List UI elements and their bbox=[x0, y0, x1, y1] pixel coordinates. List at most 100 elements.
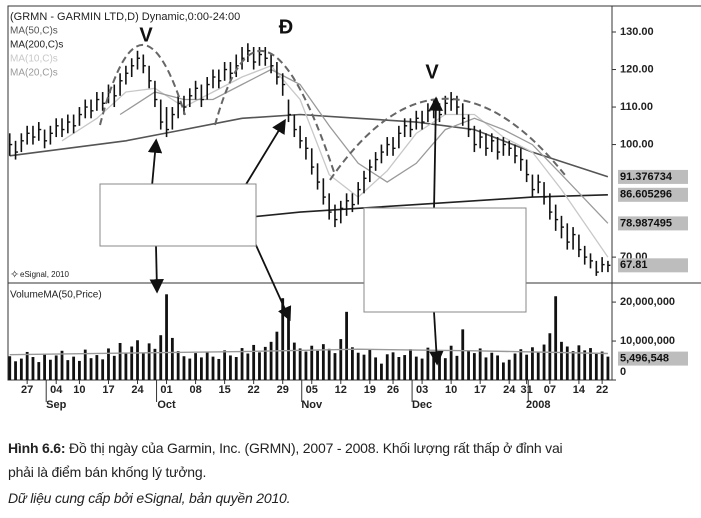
volume-bar bbox=[542, 344, 546, 380]
volume-bar bbox=[246, 353, 250, 380]
value-flag: 5,496,548 bbox=[620, 352, 669, 364]
volume-bar bbox=[525, 354, 529, 380]
volume-bar bbox=[327, 348, 331, 380]
volume-bar bbox=[321, 344, 325, 380]
dashed-arc bbox=[329, 97, 566, 181]
volume-bar bbox=[565, 346, 569, 380]
volume-bar bbox=[536, 351, 540, 380]
volume-bar bbox=[449, 345, 453, 380]
x-tick-label: 17 bbox=[102, 384, 114, 396]
volume-bar bbox=[83, 349, 87, 380]
volume-bar bbox=[147, 343, 151, 380]
moving-average bbox=[9, 113, 609, 178]
volume-bar bbox=[409, 349, 412, 380]
x-tick-label: 10 bbox=[73, 384, 85, 396]
volume-bar bbox=[513, 353, 517, 380]
y-tick-label: 0 bbox=[620, 366, 626, 378]
volume-bar bbox=[391, 352, 395, 380]
volume-bar bbox=[478, 348, 482, 380]
x-tick-label: 17 bbox=[474, 384, 486, 396]
volume-bar bbox=[182, 356, 186, 380]
volume-bar bbox=[25, 351, 29, 380]
volume-bar bbox=[107, 348, 110, 380]
volume-bar bbox=[275, 331, 279, 380]
volume-bar bbox=[118, 342, 122, 380]
x-tick-label: 12 bbox=[335, 384, 347, 396]
value-flag-box bbox=[618, 216, 688, 231]
y-tick-label: 20,000,000 bbox=[620, 296, 675, 308]
volume-bar bbox=[211, 356, 215, 380]
volume-bar bbox=[501, 362, 505, 380]
volume-bar bbox=[310, 345, 314, 380]
volume-bar bbox=[165, 294, 168, 380]
volume-bar bbox=[368, 350, 372, 380]
arrow bbox=[244, 118, 286, 187]
arrow bbox=[429, 311, 444, 366]
volume-bar bbox=[594, 353, 598, 380]
volume-bar bbox=[577, 345, 581, 380]
volume-bar bbox=[141, 353, 145, 380]
y-tick-label: 120.00 bbox=[620, 63, 654, 75]
volume-bar bbox=[159, 335, 163, 380]
chart: 130.00120.00110.00100.0070.0091.37673486… bbox=[7, 5, 701, 411]
y-tick-label: 130.00 bbox=[620, 26, 654, 38]
volume-bar bbox=[490, 352, 494, 380]
volume-bar bbox=[600, 351, 604, 380]
volume-bar bbox=[31, 357, 35, 380]
y-tick-label: 110.00 bbox=[620, 101, 653, 113]
x-tick-label: 05 bbox=[306, 384, 318, 396]
volume-bar bbox=[560, 341, 563, 380]
volume-bar bbox=[589, 348, 592, 380]
volume-bar bbox=[571, 351, 575, 380]
volume-bar bbox=[112, 355, 116, 380]
volume-bar bbox=[176, 351, 180, 380]
value-flag: 67.81 bbox=[620, 259, 648, 271]
value-flag: 86.605296 bbox=[620, 189, 672, 201]
caption-text: Đồ thị ngày của Garmin, Inc. (GRMN), 200… bbox=[69, 440, 563, 456]
month-label: Sep bbox=[46, 399, 66, 411]
volume-bar bbox=[60, 350, 64, 380]
volume-bar bbox=[531, 347, 534, 380]
volume-bar bbox=[101, 359, 105, 380]
arrow bbox=[147, 138, 163, 187]
y-tick-label: 100.00 bbox=[620, 138, 654, 150]
volume-bar bbox=[403, 355, 407, 380]
volume-bar bbox=[48, 359, 52, 380]
volume-bar bbox=[350, 347, 354, 380]
caption-text: phải là điểm bán khống lý tưởng. bbox=[8, 464, 207, 480]
volume-bar bbox=[19, 358, 23, 380]
pattern-label: V bbox=[139, 24, 153, 46]
volume-bar bbox=[374, 357, 378, 380]
value-flag-box bbox=[618, 169, 688, 184]
volume-bar bbox=[194, 353, 197, 380]
volume-bar bbox=[461, 329, 465, 380]
caption-line: Hình 6.6: Đồ thị ngày của Garmin, Inc. (… bbox=[8, 440, 563, 456]
volume-bar bbox=[606, 356, 610, 380]
volume-bar bbox=[385, 354, 389, 380]
volume-bar bbox=[554, 296, 558, 380]
moving-average bbox=[224, 194, 608, 221]
volume-bar bbox=[345, 311, 348, 380]
volume-bar bbox=[78, 360, 81, 380]
x-tick-label: 27 bbox=[21, 384, 33, 396]
pattern-label: V bbox=[425, 61, 439, 83]
legend-entry: MA(50,C)s bbox=[10, 26, 58, 37]
volume-bar bbox=[66, 360, 70, 380]
volume-bar bbox=[136, 340, 139, 380]
value-flag: 78.987495 bbox=[620, 217, 672, 229]
chart-title: (GRMN - GARMIN LTD,D) Dynamic,0:00-24:00 bbox=[10, 11, 240, 23]
volume-bar bbox=[484, 357, 488, 380]
x-tick-label: 24 bbox=[131, 384, 144, 396]
x-tick-label: 22 bbox=[596, 384, 608, 396]
volume-bar bbox=[292, 342, 296, 380]
volume-bar bbox=[519, 349, 523, 380]
volume-bar bbox=[414, 356, 418, 380]
volume-bar bbox=[217, 358, 221, 380]
value-flag-box bbox=[618, 187, 688, 202]
volume-title: VolumeMA(50,Price) bbox=[10, 290, 102, 301]
volume-bar bbox=[170, 337, 174, 380]
volume-bar bbox=[258, 352, 261, 380]
volume-bar bbox=[269, 341, 273, 380]
month-label: 2008 bbox=[526, 399, 550, 411]
